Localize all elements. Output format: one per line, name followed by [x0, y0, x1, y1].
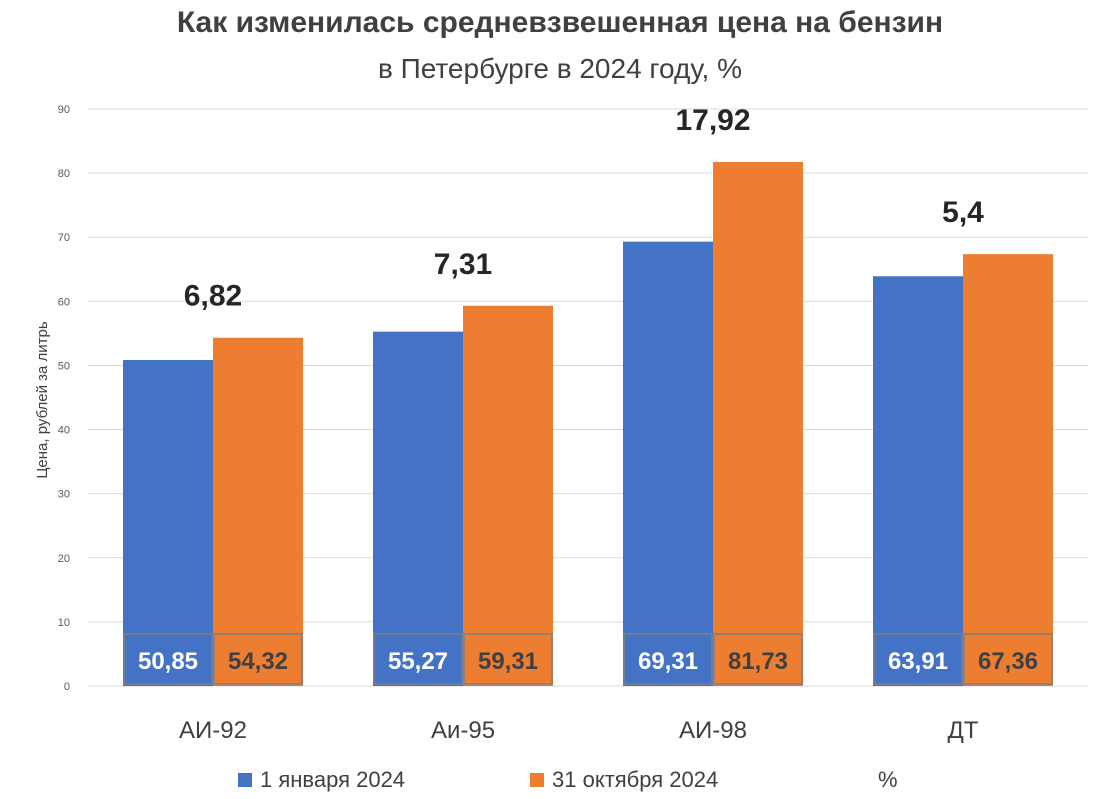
data-label-box	[463, 633, 553, 685]
y-axis-label: Цена, рублей за литрь	[34, 321, 51, 479]
data-label: 59,31	[478, 648, 538, 675]
data-label: 54,32	[228, 648, 288, 675]
legend-label: %	[878, 767, 898, 792]
y-tick-label: 90	[58, 104, 70, 116]
y-tick-label: 70	[58, 232, 70, 244]
data-label: 50,85	[138, 648, 198, 675]
chart-title: Как изменилась средневзвешенная цена на …	[177, 6, 943, 39]
legend-swatch	[238, 773, 252, 787]
data-label-box	[373, 633, 463, 685]
y-tick-label: 50	[58, 360, 70, 372]
bar	[463, 305, 553, 686]
chart-subtitle: в Петербурге в 2024 году, %	[378, 53, 742, 84]
data-label: 67,36	[978, 648, 1038, 675]
y-tick-label: 10	[58, 617, 70, 629]
y-tick-label: 80	[58, 168, 70, 180]
y-tick-label: 60	[58, 296, 70, 308]
percent-label: 5,4	[942, 196, 984, 229]
legend-label: 31 октября 2024	[552, 767, 718, 792]
y-ticks: 0 10 20 30 40 50 60 70 80 90	[58, 104, 70, 693]
bar	[873, 276, 963, 686]
data-label-box	[123, 633, 213, 685]
percent-label: 6,82	[184, 280, 242, 313]
data-label-box	[963, 633, 1053, 685]
y-tick-label: 30	[58, 489, 70, 501]
data-label-box	[713, 633, 803, 685]
percent-label: 7,31	[434, 248, 492, 281]
data-label: 63,91	[888, 648, 948, 675]
bar	[963, 254, 1053, 686]
data-label: 69,31	[638, 648, 698, 675]
bar	[213, 337, 303, 686]
y-tick-label: 40	[58, 425, 70, 437]
bar	[373, 331, 463, 686]
x-tick-label: АИ-92	[179, 717, 247, 744]
bar	[713, 162, 803, 686]
percent-label: 17,92	[675, 104, 750, 137]
legend-label: 1 января 2024	[260, 767, 405, 792]
y-tick-label: 20	[58, 553, 70, 565]
x-tick-label: Аи-95	[431, 717, 495, 744]
bars: 50,85 54,32 6,82 55,27 59,31 7,31 69,31 81,73 17…	[123, 104, 1053, 687]
data-label-box	[873, 633, 963, 685]
data-label-box	[213, 633, 303, 685]
data-label: 81,73	[728, 648, 788, 675]
legend-swatch	[530, 773, 544, 787]
bar	[623, 241, 713, 687]
y-tick-label: 0	[64, 681, 70, 693]
x-tick-label: ДТ	[948, 717, 979, 744]
data-label: 55,27	[388, 648, 448, 675]
data-label-box	[623, 633, 713, 685]
x-labels: АИ-92 Аи-95 АИ-98 ДТ	[179, 717, 979, 744]
bar	[123, 359, 213, 686]
x-tick-label: АИ-98	[679, 717, 747, 744]
legend: 1 января 2024 31 октября 2024%	[238, 767, 898, 792]
